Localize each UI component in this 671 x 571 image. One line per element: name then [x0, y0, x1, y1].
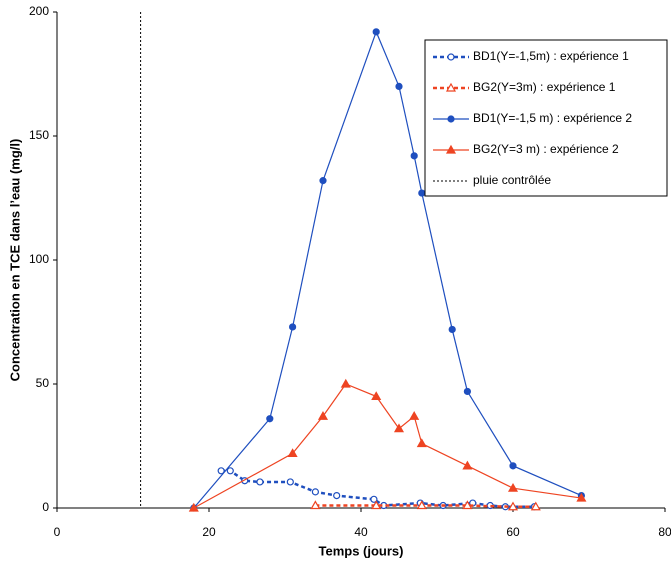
marker: [507, 482, 519, 492]
marker: [416, 438, 427, 448]
x-tick-label: 80: [658, 525, 671, 539]
marker: [410, 152, 418, 160]
marker: [226, 467, 234, 475]
marker: [256, 478, 264, 486]
marker: [340, 378, 351, 388]
series-line: [193, 30, 582, 509]
marker: [287, 448, 298, 458]
legend-marker: [447, 115, 455, 123]
x-axis-title: Temps (jours): [319, 543, 404, 558]
marker: [319, 177, 327, 185]
marker: [448, 325, 456, 334]
marker: [462, 460, 473, 470]
x-tick-label: 0: [54, 525, 61, 539]
marker: [409, 411, 420, 420]
legend-marker: [445, 82, 457, 92]
marker: [289, 323, 297, 331]
marker: [217, 467, 225, 475]
marker: [286, 478, 294, 486]
legend-label: BG2(Y=3 m) : expérience 2: [473, 142, 619, 156]
marker: [311, 488, 319, 496]
legend-label: BD1(Y=-1,5m) : expérience 1: [473, 49, 629, 63]
marker: [416, 500, 427, 510]
marker: [576, 492, 587, 502]
series-line: [221, 469, 535, 509]
y-tick-label: 0: [42, 500, 49, 514]
marker: [530, 501, 541, 511]
legend-marker: [445, 144, 457, 154]
y-tick-label: 50: [36, 376, 50, 390]
marker: [371, 500, 382, 510]
marker: [507, 501, 519, 511]
y-tick-label: 200: [29, 4, 49, 18]
marker: [317, 411, 329, 420]
series-line: [193, 383, 582, 509]
marker: [371, 391, 382, 400]
marker: [395, 82, 403, 91]
marker: [266, 415, 274, 423]
x-tick-label: 60: [506, 525, 520, 539]
marker: [463, 387, 471, 396]
marker: [370, 495, 378, 503]
legend-label: BG2(Y=3m) : expérience 1: [473, 80, 616, 94]
marker: [418, 189, 426, 197]
legend-marker: [447, 53, 455, 61]
y-axis-title: Concentration en TCE dans l’eau (mg/l): [7, 139, 22, 382]
y-tick-label: 100: [29, 252, 49, 266]
marker: [462, 500, 473, 510]
legend-box: [424, 39, 668, 197]
series-line: [315, 504, 536, 509]
marker: [393, 423, 405, 433]
legend-label: BD1(Y=-1,5 m) : expérience 2: [473, 111, 632, 125]
marker: [509, 462, 517, 470]
x-tick-label: 40: [354, 525, 368, 539]
y-tick-label: 150: [29, 128, 49, 142]
marker: [188, 502, 199, 512]
marker: [372, 28, 380, 36]
marker: [333, 492, 341, 500]
legend-label: pluie contrôlée: [473, 173, 551, 187]
x-tick-label: 20: [202, 525, 216, 539]
marker: [310, 500, 321, 510]
